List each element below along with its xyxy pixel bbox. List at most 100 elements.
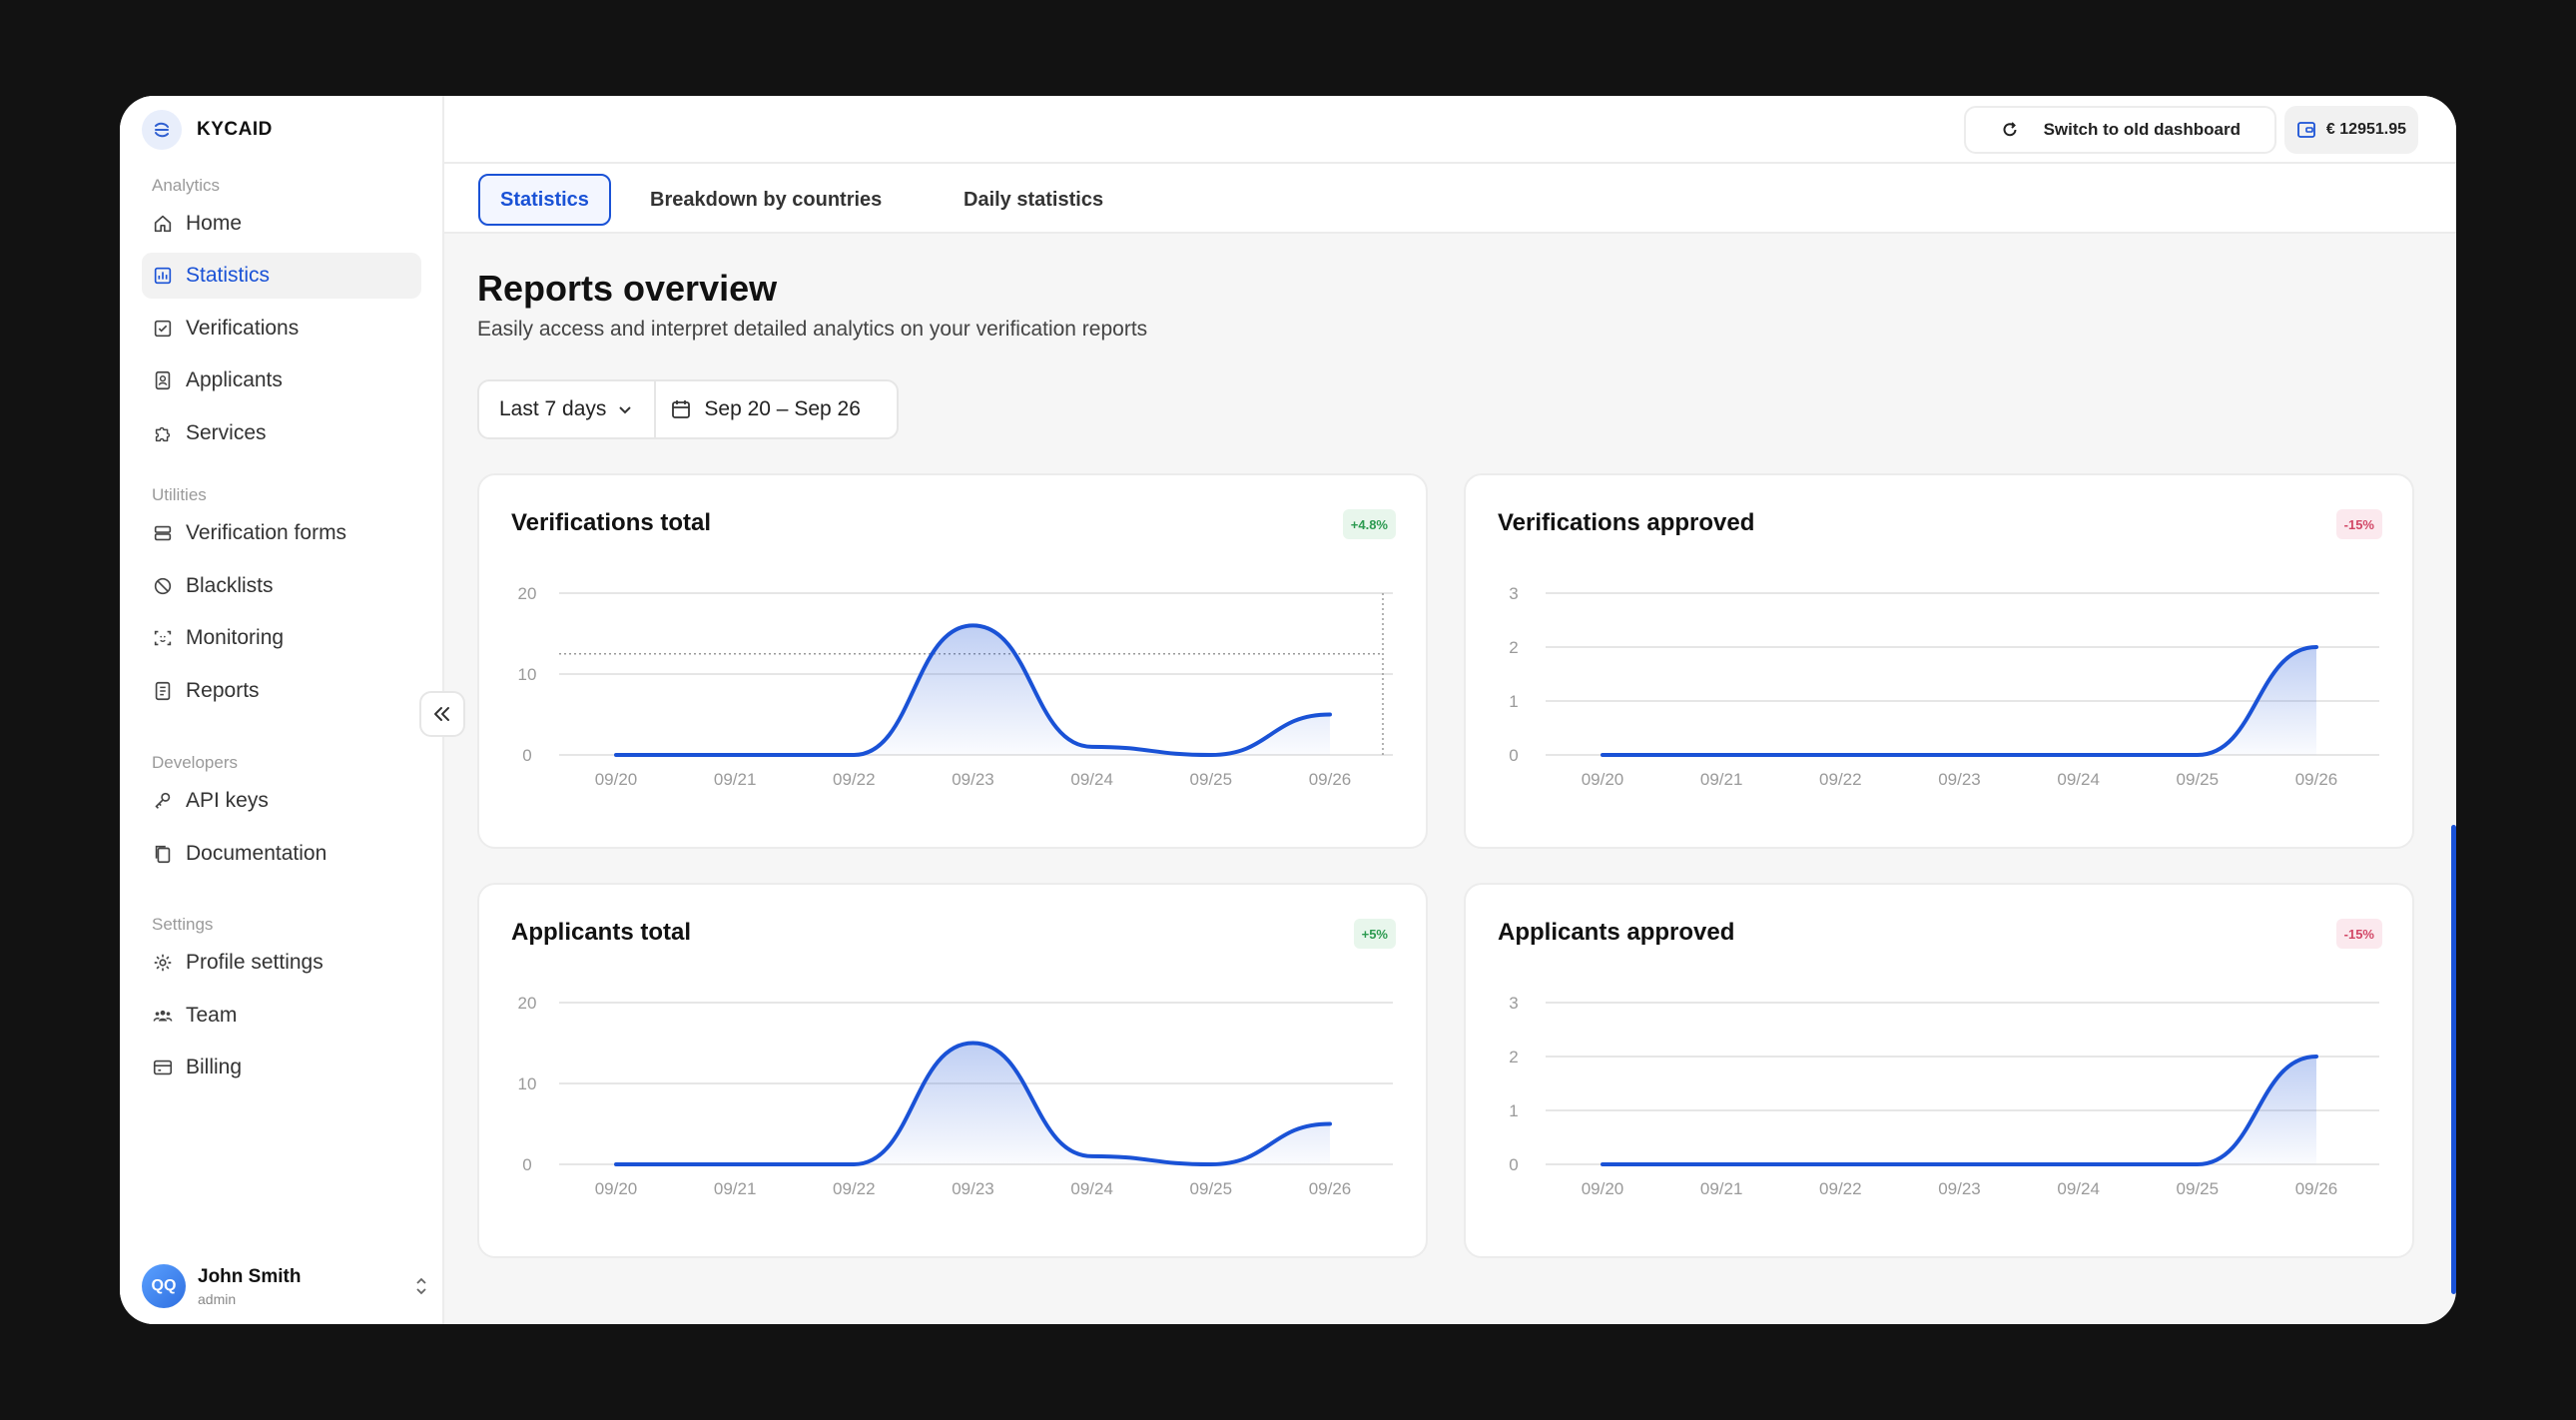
topbar: Switch to old dashboard € 12951.95 — [444, 96, 2456, 164]
series-area — [1603, 1057, 2316, 1164]
y-tick-label: 0 — [522, 746, 531, 765]
x-tick-label: 09/26 — [2295, 1179, 2338, 1198]
files-icon — [152, 843, 174, 865]
chart-card-verifications-approved: 0 1 2 3 09/20 09/21 09/22 09/23 09/24 09/25 09/26 … — [1464, 473, 2414, 849]
x-tick-label: 09/25 — [1190, 770, 1233, 789]
stack-icon — [152, 522, 174, 544]
range-select-value: Last 7 days — [499, 397, 607, 420]
x-tick-label: 09/26 — [2295, 770, 2338, 789]
chart-card-applicants-approved: 0 1 2 3 09/20 09/21 09/22 09/23 09/24 09/25 09/26 … — [1464, 883, 2414, 1258]
trend-badge: -15% — [2335, 919, 2382, 949]
y-tick-label: 1 — [1509, 1101, 1518, 1120]
sidebar-item-reports[interactable]: Reports — [142, 668, 441, 714]
x-tick-label: 09/24 — [2057, 1179, 2100, 1198]
sidebar-item-api-keys[interactable]: API keys — [142, 778, 441, 824]
series-line — [614, 623, 1332, 757]
user-menu[interactable]: QQ John Smith admin — [142, 1264, 431, 1308]
balance-button[interactable]: € 12951.95 — [2283, 106, 2418, 154]
sidebar-item-profile-settings[interactable]: Profile settings — [142, 940, 441, 986]
switch-dashboard-button[interactable]: Switch to old dashboard — [1963, 106, 2276, 154]
date-range-value: Sep 20 – Sep 26 — [704, 397, 861, 420]
y-tick-label: 1 — [1509, 692, 1518, 711]
sidebar-item-label: Verification forms — [186, 521, 347, 544]
x-tick-label: 09/26 — [1309, 1179, 1352, 1198]
users-icon — [152, 1005, 174, 1027]
x-tick-label: 09/23 — [1938, 1179, 1981, 1198]
section-label-utilities: Utilities — [152, 485, 207, 504]
sidebar-item-label: Monitoring — [186, 626, 285, 649]
range-select[interactable]: Last 7 days — [479, 381, 657, 437]
sidebar: KYCAID Analytics Home Statistics Verific… — [120, 96, 444, 1324]
x-tick-label: 09/22 — [833, 770, 876, 789]
key-icon — [152, 790, 174, 812]
line-chart: 0 10 20 09/20 09/21 09/22 09/23 09/24 09/25 09/26 — [518, 994, 1393, 1198]
sidebar-item-label: Documentation — [186, 842, 327, 865]
sidebar-item-documentation[interactable]: Documentation — [142, 831, 441, 877]
sidebar-item-team[interactable]: Team — [142, 993, 441, 1039]
chart-icon — [152, 265, 174, 287]
brand[interactable]: KYCAID — [142, 110, 273, 150]
sidebar-item-label: Verifications — [186, 317, 300, 340]
y-tick-label: 3 — [1509, 994, 1518, 1013]
date-range-picker[interactable]: Sep 20 – Sep 26 — [656, 397, 874, 421]
collapse-sidebar-button[interactable] — [419, 691, 465, 737]
chart-title: Verifications approved — [1498, 509, 1755, 536]
sidebar-item-services[interactable]: Services — [142, 410, 441, 456]
brand-name: KYCAID — [197, 119, 273, 140]
avatar: QQ — [142, 1264, 186, 1308]
y-tick-label: 10 — [518, 1074, 537, 1093]
puzzle-icon — [152, 422, 174, 444]
sidebar-item-verifications[interactable]: Verifications — [142, 306, 441, 352]
page-subtitle: Easily access and interpret detailed ana… — [477, 318, 1148, 341]
sidebar-item-home[interactable]: Home — [142, 201, 441, 247]
line-chart: 0 1 2 3 09/20 09/21 09/22 09/23 09/24 09/25 09/26 — [1509, 994, 2379, 1198]
sidebar-item-blacklists[interactable]: Blacklists — [142, 563, 441, 609]
calendar-icon — [672, 400, 691, 418]
tab-daily-statistics[interactable]: Daily statistics — [964, 188, 1104, 211]
sidebar-item-label: Services — [186, 421, 267, 444]
sidebar-item-applicants[interactable]: Applicants — [142, 357, 441, 403]
x-tick-label: 09/21 — [714, 770, 757, 789]
sidebar-item-billing[interactable]: Billing — [142, 1045, 441, 1090]
x-tick-label: 09/24 — [2057, 770, 2100, 789]
tab-breakdown-by-countries[interactable]: Breakdown by countries — [650, 188, 883, 211]
x-tick-label: 09/23 — [952, 770, 994, 789]
x-tick-label: 09/24 — [1070, 1179, 1113, 1198]
face-scan-icon — [152, 627, 174, 649]
chevron-up-down-icon — [416, 1277, 426, 1295]
credit-card-icon — [152, 1057, 174, 1078]
y-tick-label: 2 — [1509, 1048, 1518, 1066]
series-area — [1603, 647, 2316, 755]
scrollbar[interactable] — [2451, 825, 2456, 1294]
balance-amount: € 12951.95 — [2325, 121, 2406, 138]
series-area — [616, 625, 1330, 755]
sidebar-item-label: Billing — [186, 1056, 243, 1078]
kycaid-logo-icon — [142, 110, 182, 150]
tab-statistics[interactable]: Statistics — [478, 174, 611, 226]
page-title: Reports overview — [477, 268, 778, 309]
series-line — [1601, 1055, 2318, 1166]
double-chevron-left-icon — [434, 707, 449, 721]
trend-badge: +5% — [1353, 919, 1396, 949]
refresh-icon — [2003, 122, 2017, 137]
id-badge-icon — [152, 369, 174, 391]
x-tick-label: 09/21 — [1700, 1179, 1743, 1198]
line-chart: 0 1 2 3 09/20 09/21 09/22 09/23 09/24 09/25 09/26 — [1509, 584, 2379, 789]
y-tick-label: 0 — [1509, 1155, 1518, 1174]
checklist-icon — [152, 318, 174, 340]
document-icon — [152, 680, 174, 702]
x-tick-label: 09/20 — [595, 1179, 638, 1198]
x-tick-label: 09/26 — [1309, 770, 1352, 789]
x-tick-label: 09/22 — [1819, 770, 1862, 789]
sidebar-item-label: Reports — [186, 679, 260, 702]
y-tick-label: 0 — [522, 1155, 531, 1174]
x-tick-label: 09/20 — [1582, 1179, 1624, 1198]
sidebar-item-verification-forms[interactable]: Verification forms — [142, 510, 441, 556]
sidebar-item-monitoring[interactable]: Monitoring — [142, 615, 441, 661]
chart-card-applicants-total: 0 10 20 09/20 09/21 09/22 09/23 09/24 09/25 09/26… — [477, 883, 1428, 1258]
sidebar-item-statistics[interactable]: Statistics — [142, 253, 421, 299]
x-tick-label: 09/20 — [595, 770, 638, 789]
chart-title: Applicants approved — [1498, 919, 1735, 946]
home-icon — [152, 213, 174, 235]
chevron-down-icon — [619, 406, 632, 414]
